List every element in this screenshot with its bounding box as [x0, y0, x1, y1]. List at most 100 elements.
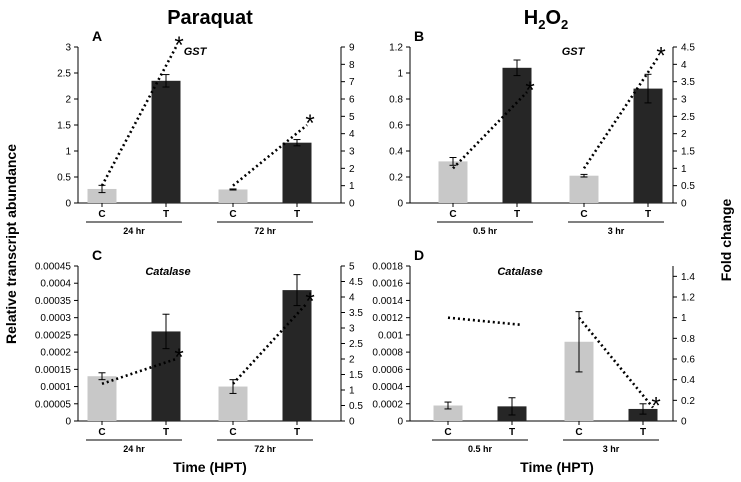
- category-label: C: [98, 209, 105, 220]
- header-paraquat: Paraquat: [167, 7, 253, 29]
- group-label: 72 hr: [254, 444, 276, 454]
- right-tick-label: 1.5: [349, 370, 363, 381]
- right-tick-label: 1: [349, 181, 355, 192]
- panel-letter: C: [92, 247, 102, 263]
- right-tick-label: 0: [349, 417, 355, 428]
- left-tick-label: 0.4: [389, 147, 403, 158]
- right-tick-label: 4: [349, 293, 355, 304]
- left-tick-label: 0: [397, 199, 403, 210]
- group-label: 0.5 hr: [468, 444, 493, 454]
- left-tick-label: 0.0014: [372, 296, 403, 307]
- significance-star: *: [305, 288, 314, 315]
- left-tick-label: 0.00045: [35, 262, 72, 273]
- right-tick-label: 1.4: [681, 272, 695, 283]
- right-tick-label: 8: [349, 60, 355, 71]
- significance-star: *: [174, 344, 183, 371]
- left-tick-label: 0.0001: [40, 382, 71, 393]
- group-label: 24 hr: [123, 444, 145, 454]
- category-label: C: [575, 427, 582, 438]
- panel-d: D Catalase 0 0.0002 0.0004 0.0006 0.0008 0.001 0…: [372, 247, 695, 454]
- bar-treated: [282, 290, 312, 421]
- x-axis-title-right: Time (HPT): [520, 459, 594, 475]
- right-tick-label: 1.5: [681, 147, 695, 158]
- left-tick-label: 0.00035: [35, 296, 72, 307]
- category-label: C: [449, 209, 456, 220]
- category-label: C: [98, 427, 105, 438]
- left-tick-label: 3: [65, 43, 71, 54]
- right-tick-label: 1: [349, 386, 355, 397]
- group-label: 0.5 hr: [473, 226, 498, 236]
- group-label: 3 hr: [603, 444, 620, 454]
- right-tick-label: 5: [349, 262, 355, 273]
- left-tick-label: 0.0018: [372, 262, 403, 273]
- right-tick-label: 0.6: [681, 355, 695, 366]
- left-tick-label: 0.00015: [35, 365, 72, 376]
- category-label: T: [294, 209, 300, 220]
- right-tick-label: 0: [349, 199, 355, 210]
- header-h2o2-o: O: [545, 7, 561, 29]
- bar-treated: [628, 408, 658, 421]
- fold-change-line: [447, 316, 523, 327]
- category-label: T: [640, 427, 646, 438]
- left-tick-label: 0.0008: [372, 348, 403, 359]
- right-tick-label: 3: [349, 147, 355, 158]
- y-axis-title-right: Fold change: [718, 199, 734, 282]
- right-tick-label: 0: [681, 199, 687, 210]
- right-tick-label: 0.4: [681, 375, 695, 386]
- left-tick-label: 0.5: [57, 173, 71, 184]
- group-label: 72 hr: [254, 226, 276, 236]
- left-tick-label: 0.0002: [40, 348, 71, 359]
- left-tick-label: 0.0016: [372, 279, 403, 290]
- bar-control: [433, 405, 463, 421]
- left-tick-label: 0.8: [389, 95, 403, 106]
- left-tick-label: 0.0004: [40, 279, 71, 290]
- left-tick-label: 0.0002: [372, 399, 403, 410]
- left-tick-label: 2: [65, 95, 71, 106]
- category-label: C: [229, 209, 236, 220]
- right-tick-label: 4.5: [681, 43, 695, 54]
- right-tick-label: 3: [681, 95, 687, 106]
- panel-letter: B: [414, 28, 424, 44]
- fold-change-line: [232, 302, 308, 385]
- right-tick-label: 1: [681, 164, 687, 175]
- bar-treated: [151, 80, 181, 203]
- group-label: 3 hr: [608, 226, 625, 236]
- left-tick-label: 0.0006: [372, 365, 403, 376]
- bar-treated: [502, 67, 532, 203]
- header-h2o2: H2O2: [524, 7, 568, 32]
- right-tick-label: 0.2: [681, 396, 695, 407]
- category-label: C: [580, 209, 587, 220]
- left-tick-label: 0: [65, 417, 71, 428]
- left-tick-label: 0.6: [389, 121, 403, 132]
- right-tick-label: 0: [681, 417, 687, 428]
- fold-change-line: [232, 123, 308, 187]
- x-axis-title-left: Time (HPT): [173, 459, 247, 475]
- panel-a: A GST 0 0.5 1 1.5 2 2.5 3 0 1 2 3 4 5 6 7 8 9 C T C T 24 hr 72 h…: [57, 28, 355, 236]
- fold-change-line: [100, 46, 178, 187]
- group-label: 24 hr: [123, 226, 145, 236]
- category-label: C: [444, 427, 451, 438]
- bar-control: [218, 189, 248, 203]
- category-label: T: [163, 209, 169, 220]
- right-tick-label: 2.5: [349, 339, 363, 350]
- panel-letter: A: [92, 28, 102, 44]
- gene-label: GST: [184, 46, 208, 58]
- right-tick-label: 6: [349, 95, 355, 106]
- significance-star: *: [656, 42, 665, 69]
- right-tick-label: 4: [681, 60, 687, 71]
- bar-control: [569, 175, 599, 203]
- bar-treated: [633, 88, 663, 203]
- category-label: T: [509, 427, 515, 438]
- gene-label: GST: [562, 46, 586, 58]
- right-tick-label: 2: [349, 164, 355, 175]
- right-tick-label: 2: [349, 355, 355, 366]
- left-tick-label: 0.0004: [372, 382, 403, 393]
- left-tick-label: 1.2: [389, 43, 403, 54]
- left-tick-label: 0.00025: [35, 330, 72, 341]
- header-h2o2-sub2: 2: [561, 17, 568, 32]
- left-tick-label: 2.5: [57, 69, 71, 80]
- right-tick-label: 3.5: [681, 77, 695, 88]
- left-tick-label: 0: [397, 417, 403, 428]
- right-tick-label: 0.8: [681, 334, 695, 345]
